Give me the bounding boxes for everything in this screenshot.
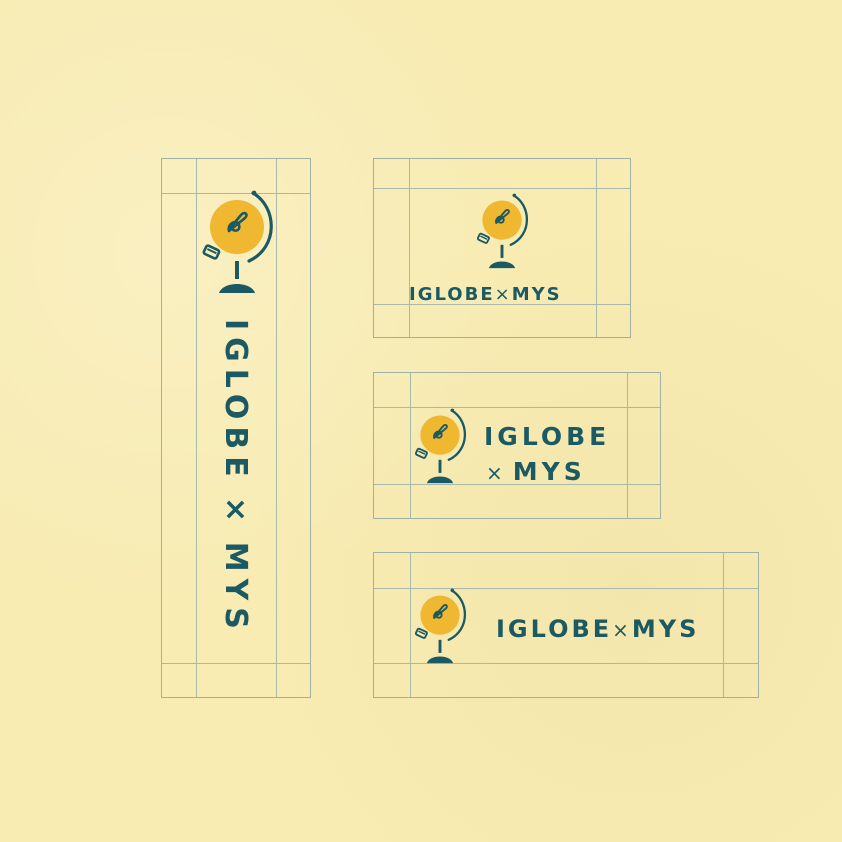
wordmark-right: MYS <box>511 284 562 305</box>
grid-line <box>374 188 630 189</box>
grid-line <box>374 588 758 589</box>
grid-line <box>162 663 310 664</box>
wordmark-left: IGLOBE <box>409 284 495 305</box>
wordmark-right: MYS <box>218 541 253 636</box>
wordmark-left: IGLOBE <box>496 615 613 643</box>
globe-lightbulb-icon <box>192 187 282 297</box>
wordmark-left: IGLOBE <box>218 319 253 484</box>
wordmark-separator: × <box>612 618 632 642</box>
wordmark-separator: × <box>218 491 253 534</box>
stacked-wordmark: IGLOBE×MYS <box>409 286 562 304</box>
globe-lightbulb-icon <box>408 406 472 486</box>
stacked-logo-panel: IGLOBE×MYS <box>373 158 631 338</box>
horizontal-logo-panel: IGLOBE×MYS <box>373 552 759 698</box>
wordmark-separator: × <box>494 284 512 305</box>
wordmark-line-2: × MYS <box>486 459 586 484</box>
horizontal-wordmark: IGLOBE×MYS <box>496 617 699 641</box>
grid-line <box>723 553 724 697</box>
globe-lightbulb-icon <box>408 586 472 666</box>
wordmark-line-1: IGLOBE <box>484 424 610 449</box>
grid-line <box>374 663 758 664</box>
grid-line <box>374 407 660 408</box>
grid-line <box>276 159 277 697</box>
vertical-logo-panel: IGLOBE × MYS <box>161 158 311 698</box>
grid-line <box>410 553 411 697</box>
grid-line <box>409 159 410 337</box>
grid-line <box>374 484 660 485</box>
wordmark-right: MYS <box>512 457 586 486</box>
wordmark-separator: × <box>486 461 507 485</box>
wordmark-left: IGLOBE <box>484 422 611 451</box>
wordmark-right: MYS <box>631 615 700 643</box>
grid-line <box>374 304 630 305</box>
grid-line <box>410 373 411 518</box>
vertical-wordmark: IGLOBE × MYS <box>218 319 253 636</box>
two-line-logo-panel: IGLOBE × MYS <box>373 372 661 519</box>
grid-line <box>596 159 597 337</box>
grid-line <box>627 373 628 518</box>
grid-line <box>196 159 197 697</box>
globe-lightbulb-icon <box>470 191 534 271</box>
grid-line <box>162 193 310 194</box>
